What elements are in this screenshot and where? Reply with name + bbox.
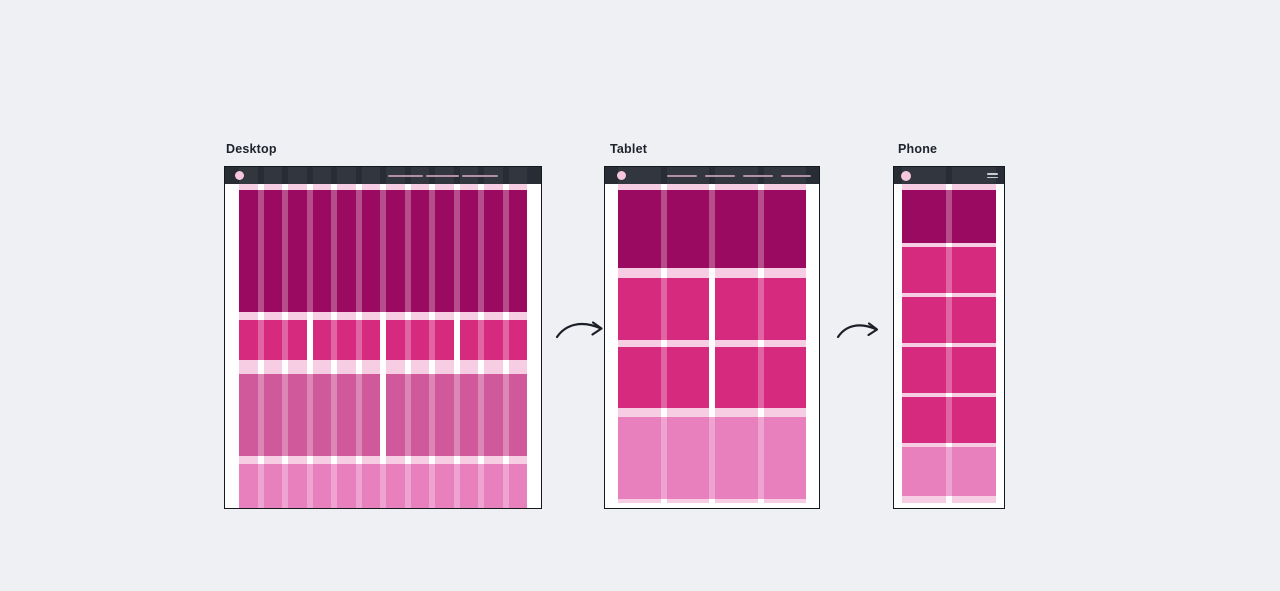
topbar-column-tint: [715, 167, 758, 184]
nav-line: [426, 174, 459, 177]
browser-topbar: [894, 167, 1004, 184]
content-block-light: [902, 447, 996, 496]
nav-line: [667, 174, 697, 177]
content-block-medium: [902, 297, 996, 343]
content-block-medium: [902, 347, 996, 393]
content-block-medium: [312, 320, 380, 360]
topbar-column-tint: [508, 167, 527, 184]
topbar-column-tint: [902, 167, 946, 184]
topbar-column-tint: [288, 167, 307, 184]
browser-topbar: [605, 167, 819, 184]
phone-frame: [893, 166, 1005, 509]
content-block-light: [618, 417, 806, 499]
topbar-column-tint: [263, 167, 282, 184]
content-block-medium: [902, 397, 996, 443]
content-block-medium: [715, 347, 806, 408]
hamburger-menu-icon: [987, 173, 998, 175]
content-block-medium: [618, 278, 709, 340]
arrow-desktop-to-tablet-icon: [555, 321, 603, 339]
tablet-frame: [604, 166, 820, 509]
topbar-column-tint: [337, 167, 356, 184]
topbar-column-tint: [618, 167, 661, 184]
logo-dot-icon: [901, 170, 911, 181]
topbar-column-tint: [239, 167, 258, 184]
content-block-medium: [459, 320, 527, 360]
browser-topbar: [225, 167, 541, 184]
content-block-medium: [239, 320, 307, 360]
content-block-light: [239, 464, 527, 508]
desktop-frame: [224, 166, 542, 509]
content-block-medium: [902, 247, 996, 293]
content-block-mauve: [239, 374, 380, 456]
content-block-hero: [902, 190, 996, 243]
menu-lines-icon: [388, 167, 498, 184]
content-block-medium: [715, 278, 806, 340]
logo-dot-icon: [617, 171, 626, 180]
hamburger-menu-icon: [987, 176, 998, 178]
menu-lines-icon: [667, 167, 811, 184]
topbar-column-tint: [312, 167, 331, 184]
content-block-medium: [618, 347, 709, 408]
content-block-hero: [618, 190, 806, 268]
logo-dot-icon: [235, 171, 244, 180]
nav-line: [388, 174, 423, 177]
device-label-tablet: Tablet: [610, 142, 648, 156]
nav-line: [781, 174, 811, 177]
device-label-desktop: Desktop: [226, 142, 277, 156]
topbar-column-tint: [952, 167, 996, 184]
nav-line: [743, 174, 773, 177]
device-label-phone: Phone: [898, 142, 938, 156]
nav-line: [705, 174, 735, 177]
topbar-column-tint: [361, 167, 380, 184]
arrow-tablet-to-phone-icon: [836, 322, 879, 339]
nav-line: [462, 174, 498, 177]
content-block-medium: [386, 320, 454, 360]
content-block-mauve: [386, 374, 527, 456]
content-block-hero: [239, 190, 527, 312]
